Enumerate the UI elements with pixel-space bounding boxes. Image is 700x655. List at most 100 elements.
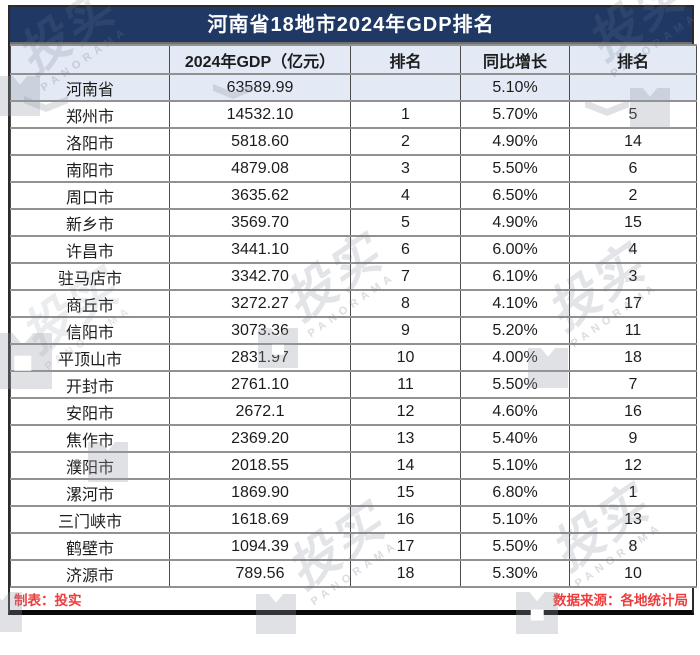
table-row: 开封市 2761.10 11 5.50% 7	[10, 370, 697, 399]
gdp-rank-cell: 3	[350, 154, 461, 183]
growth-rank-cell: 5	[569, 100, 697, 129]
gdp-ranking-table: 河南省18地市2024年GDP排名 2024年GDP（亿元） 排名 同比增长 排…	[8, 5, 697, 615]
city-name-cell: 洛阳市	[10, 127, 170, 156]
city-name-cell: 鹤壁市	[10, 532, 170, 561]
gdp-value-cell: 3569.70	[169, 208, 351, 237]
city-name-cell: 商丘市	[10, 289, 170, 318]
growth-value-cell: 5.50%	[460, 154, 570, 183]
growth-rank-cell: 16	[569, 397, 697, 426]
gdp-rank-cell: 9	[350, 316, 461, 345]
growth-value-cell: 5.30%	[460, 559, 570, 588]
growth-value-cell: 4.10%	[460, 289, 570, 318]
header-growth: 同比增长	[460, 44, 570, 75]
growth-value-cell: 6.10%	[460, 262, 570, 291]
growth-value-cell: 4.90%	[460, 127, 570, 156]
gdp-rank-cell: 1	[350, 100, 461, 129]
table-row: 南阳市 4879.08 3 5.50% 6	[10, 154, 697, 183]
growth-rank-cell	[569, 73, 697, 102]
table-row: 郑州市 14532.10 1 5.70% 5	[10, 100, 697, 129]
table-row: 平顶山市 2831.97 10 4.00% 18	[10, 343, 697, 372]
gdp-rank-cell: 17	[350, 532, 461, 561]
header-row: 2024年GDP（亿元） 排名 同比增长 排名	[10, 44, 697, 75]
city-name-cell: 南阳市	[10, 154, 170, 183]
gdp-rank-cell: 8	[350, 289, 461, 318]
table-row: 商丘市 3272.27 8 4.10% 17	[10, 289, 697, 318]
gdp-rank-cell: 12	[350, 397, 461, 426]
growth-rank-cell: 3	[569, 262, 697, 291]
gdp-value-cell: 63589.99	[169, 73, 351, 102]
growth-rank-cell: 11	[569, 316, 697, 345]
city-name-cell: 新乡市	[10, 208, 170, 237]
city-name-cell: 开封市	[10, 370, 170, 399]
growth-rank-cell: 8	[569, 532, 697, 561]
table-row: 安阳市 2672.1 12 4.60% 16	[10, 397, 697, 426]
growth-rank-cell: 7	[569, 370, 697, 399]
table-row: 漯河市 1869.90 15 6.80% 1	[10, 478, 697, 507]
footer-source: 数据来源：各地统计局	[553, 593, 688, 608]
growth-rank-cell: 12	[569, 451, 697, 480]
gdp-value-cell: 3073.36	[169, 316, 351, 345]
growth-rank-cell: 4	[569, 235, 697, 264]
growth-value-cell: 4.00%	[460, 343, 570, 372]
table-header: 2024年GDP（亿元） 排名 同比增长 排名	[10, 44, 697, 75]
growth-rank-cell: 17	[569, 289, 697, 318]
table-row: 鹤壁市 1094.39 17 5.50% 8	[10, 532, 697, 561]
gdp-rank-cell: 14	[350, 451, 461, 480]
footer-credit: 制表：投实	[14, 593, 82, 608]
city-name-cell: 济源市	[10, 559, 170, 588]
table-row: 济源市 789.56 18 5.30% 10	[10, 559, 697, 588]
gdp-rank-cell: 15	[350, 478, 461, 507]
city-name-cell: 郑州市	[10, 100, 170, 129]
gdp-value-cell: 2831.97	[169, 343, 351, 372]
gdp-value-cell: 2761.10	[169, 370, 351, 399]
growth-rank-cell: 2	[569, 181, 697, 210]
growth-value-cell: 5.70%	[460, 100, 570, 129]
gdp-value-cell: 3441.10	[169, 235, 351, 264]
city-name-cell: 平顶山市	[10, 343, 170, 372]
gdp-rank-cell: 10	[350, 343, 461, 372]
gdp-rank-cell: 7	[350, 262, 461, 291]
footer: 制表：投实 数据来源：各地统计局	[10, 588, 692, 610]
growth-value-cell: 5.50%	[460, 370, 570, 399]
growth-value-cell: 5.10%	[460, 73, 570, 102]
gdp-rank-cell: 13	[350, 424, 461, 453]
growth-value-cell: 5.40%	[460, 424, 570, 453]
city-name-cell: 漯河市	[10, 478, 170, 507]
gdp-value-cell: 1094.39	[169, 532, 351, 561]
table-row: 信阳市 3073.36 9 5.20% 11	[10, 316, 697, 345]
growth-value-cell: 4.60%	[460, 397, 570, 426]
table-row: 许昌市 3441.10 6 6.00% 4	[10, 235, 697, 264]
gdp-rank-cell: 18	[350, 559, 461, 588]
header-city	[10, 44, 170, 75]
gdp-rank-cell	[350, 73, 461, 102]
gdp-value-cell: 1618.69	[169, 505, 351, 534]
gdp-value-cell: 2369.20	[169, 424, 351, 453]
growth-rank-cell: 15	[569, 208, 697, 237]
gdp-value-cell: 3635.62	[169, 181, 351, 210]
gdp-value-cell: 3342.70	[169, 262, 351, 291]
gdp-rank-cell: 11	[350, 370, 461, 399]
growth-rank-cell: 10	[569, 559, 697, 588]
city-name-cell: 安阳市	[10, 397, 170, 426]
gdp-value-cell: 4879.08	[169, 154, 351, 183]
gdp-value-cell: 3272.27	[169, 289, 351, 318]
table-row: 焦作市 2369.20 13 5.40% 9	[10, 424, 697, 453]
city-name-cell: 驻马店市	[10, 262, 170, 291]
table-row: 周口市 3635.62 4 6.50% 2	[10, 181, 697, 210]
growth-value-cell: 6.50%	[460, 181, 570, 210]
gdp-value-cell: 2018.55	[169, 451, 351, 480]
table-row: 三门峡市 1618.69 16 5.10% 13	[10, 505, 697, 534]
growth-rank-cell: 1	[569, 478, 697, 507]
city-name-cell: 周口市	[10, 181, 170, 210]
table-row: 洛阳市 5818.60 2 4.90% 14	[10, 127, 697, 156]
gdp-rank-cell: 5	[350, 208, 461, 237]
growth-value-cell: 5.20%	[460, 316, 570, 345]
growth-value-cell: 6.00%	[460, 235, 570, 264]
header-gdp-rank: 排名	[350, 44, 461, 75]
data-table: 2024年GDP（亿元） 排名 同比增长 排名 河南省 63589.99 5.1…	[10, 44, 697, 588]
growth-rank-cell: 18	[569, 343, 697, 372]
gdp-rank-cell: 16	[350, 505, 461, 534]
table-row: 濮阳市 2018.55 14 5.10% 12	[10, 451, 697, 480]
growth-value-cell: 5.10%	[460, 451, 570, 480]
growth-rank-cell: 13	[569, 505, 697, 534]
